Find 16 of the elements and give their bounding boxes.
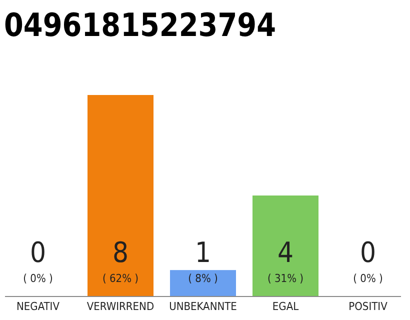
data-label: ( 0% ) bbox=[353, 272, 383, 285]
annotation: 0 bbox=[360, 236, 376, 269]
x-tick-label: POSITIV bbox=[348, 300, 388, 313]
data-label: ( 31% ) bbox=[267, 272, 304, 285]
data-label: ( 0% ) bbox=[23, 272, 53, 285]
annotation: 8 bbox=[112, 236, 129, 269]
data-label: ( 62% ) bbox=[102, 272, 139, 285]
chart-title: 04961815223794 bbox=[4, 6, 284, 44]
x-tick-label: VERWIRREND bbox=[86, 300, 154, 313]
data-label: ( 8% ) bbox=[188, 272, 218, 285]
annotation: 1 bbox=[194, 236, 212, 269]
annotation: 4 bbox=[277, 236, 294, 269]
x-tick-label: EGAL bbox=[272, 300, 300, 313]
x-tick-label: NEGATIV bbox=[16, 300, 60, 313]
annotation: 0 bbox=[30, 236, 46, 269]
x-tick-label: UNBEKANNTE bbox=[169, 300, 237, 313]
